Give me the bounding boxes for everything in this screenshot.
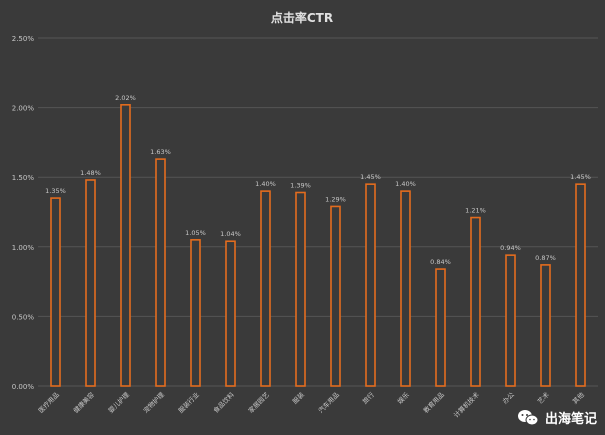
x-tick-label: 服装 (290, 390, 306, 406)
x-tick-label: 宠物护理 (141, 390, 166, 415)
x-tick-label: 婴儿护理 (106, 390, 131, 415)
y-tick-label: 1.50% (12, 174, 35, 182)
data-label: 1.63% (150, 148, 171, 156)
bar (120, 104, 131, 387)
y-axis: 0.00% 0.50% 1.00% 1.50% 2.00% 2.50% (12, 35, 35, 391)
bar (330, 205, 341, 387)
bar (365, 183, 376, 387)
bar (435, 268, 446, 387)
wechat-icon (517, 409, 539, 425)
x-axis: 医疗用品 健康美容 婴儿护理 宠物护理 服装行业 食品饮料 家居园艺 服装 汽车用品 旅行 娱乐 教育… (36, 390, 586, 420)
x-tick-label: 旅行 (360, 390, 376, 406)
bar (260, 190, 271, 387)
x-tick-label: 服装行业 (176, 390, 201, 415)
bar (505, 254, 516, 387)
data-label: 2.02% (115, 94, 136, 102)
data-label: 1.40% (395, 180, 416, 188)
bar (295, 191, 306, 387)
bar (85, 179, 96, 387)
y-tick-label: 2.00% (12, 105, 35, 113)
data-label: 1.45% (570, 173, 591, 181)
watermark: 出海笔记 (517, 408, 597, 427)
x-tick-label: 家居园艺 (246, 390, 271, 415)
y-tick-label: 0.50% (12, 313, 35, 321)
data-label: 0.94% (500, 244, 521, 252)
bars (50, 104, 586, 387)
bar (225, 240, 236, 387)
data-label: 1.48% (80, 169, 101, 177)
data-labels: 1.35% 1.48% 2.02% 1.63% 1.05% 1.04% 1.40% 1.39%… (45, 94, 591, 266)
x-tick-label: 其他 (570, 390, 586, 406)
bar (540, 264, 551, 387)
bar (50, 197, 61, 387)
data-label: 1.29% (325, 195, 346, 203)
data-label: 1.05% (185, 229, 206, 237)
chart-title: 点击率CTR (271, 10, 333, 25)
x-tick-label: 医疗用品 (36, 390, 61, 415)
x-tick-label: 艺术 (535, 390, 551, 406)
bar (575, 183, 586, 387)
data-label: 1.04% (220, 230, 241, 238)
bar (155, 158, 166, 387)
x-tick-label: 食品饮料 (211, 390, 236, 415)
watermark-text: 出海笔记 (544, 412, 597, 427)
bar (470, 216, 481, 387)
x-tick-label: 娱乐 (395, 390, 411, 406)
x-tick-label: 计算机技术 (452, 390, 482, 420)
bar (190, 239, 201, 387)
gridlines (38, 37, 598, 387)
bar (400, 190, 411, 387)
data-label: 1.40% (255, 180, 276, 188)
data-label: 1.45% (360, 173, 381, 181)
data-label: 0.84% (430, 258, 451, 266)
y-tick-label: 1.00% (12, 244, 35, 252)
y-tick-label: 2.50% (12, 35, 35, 43)
data-label: 0.87% (535, 254, 556, 262)
x-tick-label: 办公 (500, 390, 516, 406)
x-tick-label: 汽车用品 (316, 390, 341, 415)
x-tick-label: 健康美容 (71, 390, 96, 415)
data-label: 1.39% (290, 182, 311, 190)
data-label: 1.35% (45, 187, 66, 195)
x-tick-label: 教育用品 (421, 390, 446, 415)
data-label: 1.21% (465, 207, 486, 215)
y-tick-label: 0.00% (12, 383, 35, 391)
